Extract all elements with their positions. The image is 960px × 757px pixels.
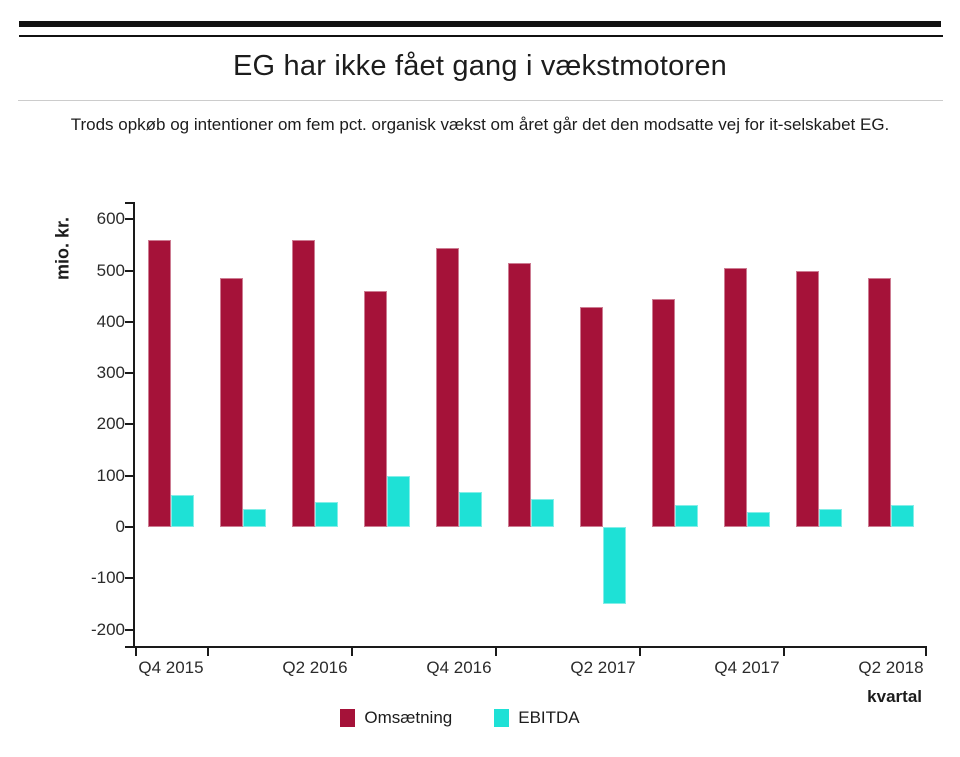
y-tick-mark <box>125 320 133 323</box>
y-tick-label: 200 <box>96 414 125 434</box>
y-tick-mark <box>125 269 133 272</box>
x-tick-label: Q4 2017 <box>714 658 780 677</box>
legend-swatch-oms-tning <box>340 709 356 727</box>
x-tick-mark <box>783 648 785 656</box>
bar-ebitda-q4-2016 <box>459 492 482 528</box>
legend-swatch-ebitda <box>494 709 510 727</box>
x-tick-label: Q2 2018 <box>858 658 924 677</box>
bar-oms-tning-q2-2017 <box>580 306 603 527</box>
y-tick-label: 500 <box>96 260 125 280</box>
bar-ebitda-q2-2018 <box>891 504 914 527</box>
chart-subtitle: Trods opkøb og intentioner om fem pct. o… <box>70 115 890 134</box>
y-tick-label: -100 <box>90 568 125 588</box>
page-title: EG har ikke fået gang i vækstmotoren <box>233 50 727 82</box>
bar-ebitda-q3-2016 <box>387 475 410 527</box>
y-axis-endcap <box>125 646 133 648</box>
y-tick-label: 400 <box>96 311 125 331</box>
x-tick-label: Q4 2016 <box>426 658 492 677</box>
chart-plot-area: 600 500 400 300 200 100 0 -100 -200 Q4 2015 Q2 201… <box>91 202 927 677</box>
x-tick-mark <box>207 648 209 656</box>
bar-ebitda-q2-2017 <box>603 527 626 604</box>
legend-item-ebitda: EBITDA <box>494 708 580 728</box>
y-tick-mark <box>125 423 133 426</box>
bar-ebitda-q2-2016 <box>315 501 338 527</box>
legend-item-oms-tning: Omsætning <box>340 708 452 728</box>
bar-oms-tning-q1-2016 <box>220 278 243 527</box>
x-tick-label: Q2 2016 <box>282 658 348 677</box>
bar-oms-tning-q4-2017 <box>724 268 747 527</box>
bar-ebitda-q3-2017 <box>675 504 698 527</box>
x-tick-mark <box>495 648 497 656</box>
bar-oms-tning-q2-2016 <box>292 239 315 527</box>
bar-oms-tning-q4-2016 <box>436 247 459 528</box>
chart-legend: Omsætning EBITDA <box>0 708 920 728</box>
y-tick-label: 300 <box>96 363 125 383</box>
y-axis-line <box>133 202 135 648</box>
bar-oms-tning-q1-2017 <box>508 263 531 527</box>
y-tick-mark <box>125 628 133 631</box>
bar-ebitda-q4-2015 <box>171 495 194 527</box>
x-axis-title: kvartal <box>867 687 922 706</box>
y-tick-mark <box>125 526 133 529</box>
y-tick-label: 600 <box>96 209 125 229</box>
legend-label: Omsætning <box>364 708 453 727</box>
y-tick-label: 100 <box>96 465 125 485</box>
top-rule-thick <box>19 21 941 27</box>
bar-oms-tning-q2-2018 <box>868 278 891 527</box>
bar-ebitda-q4-2017 <box>747 511 770 527</box>
x-axis-line <box>133 646 927 648</box>
bar-oms-tning-q1-2018 <box>796 270 819 527</box>
bar-oms-tning-q3-2017 <box>652 298 675 527</box>
x-tick-mark <box>351 648 353 656</box>
legend-label: EBITDA <box>518 708 580 727</box>
x-tick-mark <box>135 648 137 656</box>
x-tick-label: Q2 2017 <box>570 658 636 677</box>
bar-oms-tning-q3-2016 <box>364 291 387 527</box>
y-tick-mark <box>125 577 133 580</box>
x-tick-label: Q4 2015 <box>138 658 204 677</box>
y-tick-label: 0 <box>115 517 125 537</box>
bar-oms-tning-q4-2015 <box>148 239 171 527</box>
bar-ebitda-q1-2018 <box>819 508 842 527</box>
y-tick-mark <box>125 474 133 477</box>
y-tick-mark <box>125 372 133 375</box>
bar-ebitda-q1-2016 <box>243 509 266 527</box>
x-tick-mark <box>925 648 927 656</box>
x-tick-mark <box>639 648 641 656</box>
y-axis-endcap <box>125 202 133 204</box>
title-divider <box>18 100 943 101</box>
bar-ebitda-q1-2017 <box>531 498 554 527</box>
top-rule-thin <box>19 35 943 37</box>
y-tick-label: -200 <box>90 619 125 639</box>
y-tick-mark <box>125 218 133 221</box>
